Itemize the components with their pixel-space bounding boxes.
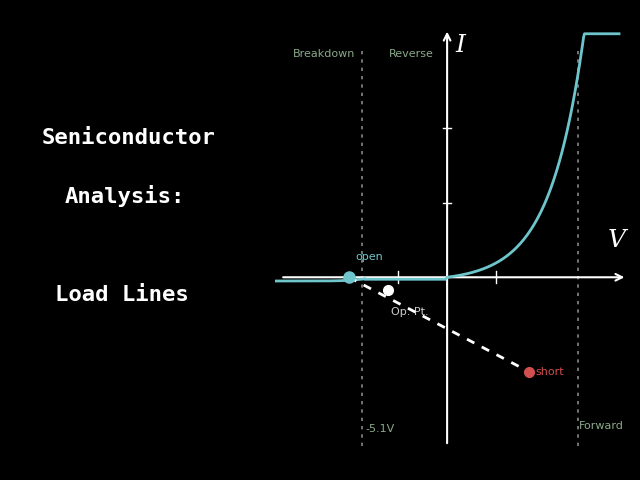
Text: Op. Pt.: Op. Pt. xyxy=(392,307,429,317)
Text: open: open xyxy=(355,252,383,263)
Text: Forward: Forward xyxy=(579,421,623,432)
Text: Load Lines: Load Lines xyxy=(56,285,189,305)
Text: short: short xyxy=(536,367,564,377)
Text: Seniconductor: Seniconductor xyxy=(41,128,215,148)
Text: I: I xyxy=(455,34,465,57)
Text: Breakdown: Breakdown xyxy=(293,48,355,59)
Text: Reverse: Reverse xyxy=(388,48,433,59)
Text: V: V xyxy=(607,229,625,252)
Text: Analysis:: Analysis: xyxy=(65,185,185,207)
Text: -5.1V: -5.1V xyxy=(365,424,394,434)
